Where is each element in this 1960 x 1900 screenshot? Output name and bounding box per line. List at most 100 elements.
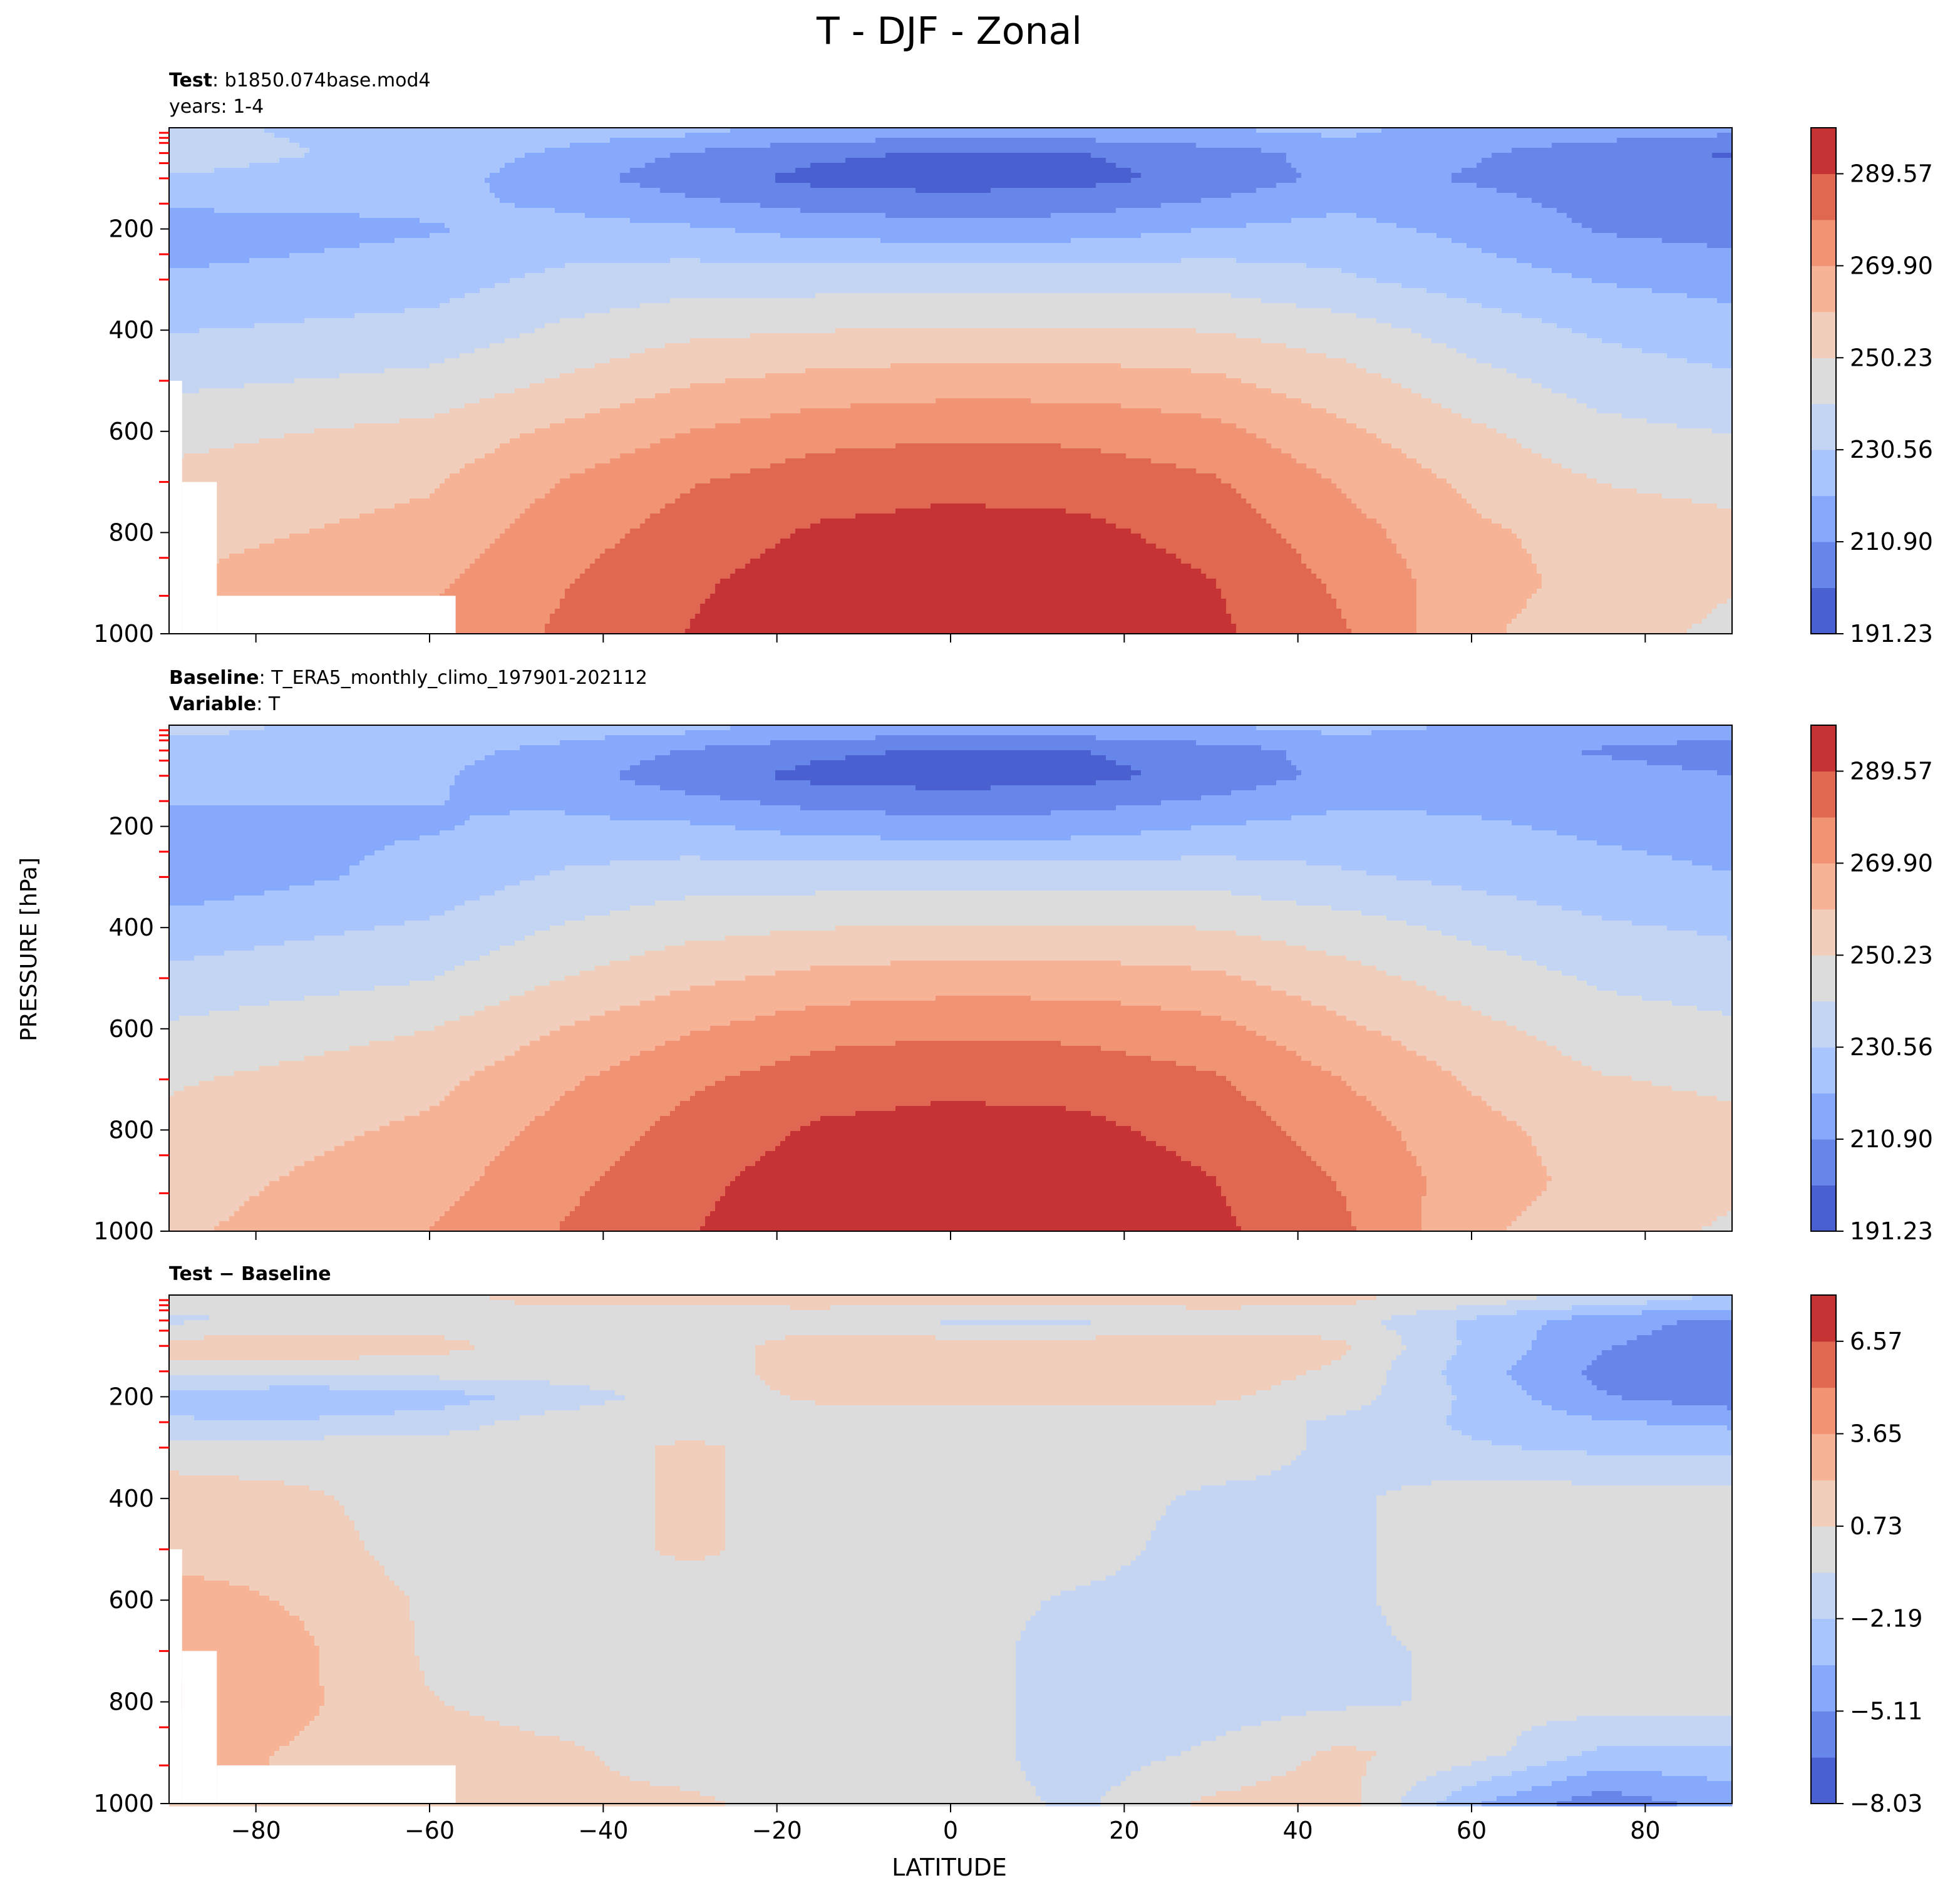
contour-band (650, 514, 856, 519)
contour-band (1336, 599, 1417, 604)
contour-band (1261, 338, 1432, 344)
contour-band (480, 288, 1427, 294)
contour-band (705, 599, 1227, 604)
contour-band (705, 745, 1262, 751)
contour-band (1472, 1761, 1547, 1767)
contour-band (1542, 383, 1733, 389)
contour-band (169, 1465, 656, 1471)
contour-band (1727, 936, 1733, 941)
contour-band (1231, 1206, 1347, 1212)
contour-band (1482, 1011, 1723, 1016)
contour-band (1416, 1781, 1477, 1787)
contour-band (890, 363, 1122, 369)
contour-band (1647, 418, 1733, 424)
contour-band (174, 1671, 320, 1676)
contour-band (1572, 1796, 1653, 1802)
contour-band (169, 1631, 310, 1636)
contour-band (645, 163, 811, 168)
colorbar-tick-label: 210.90 (1850, 1125, 1933, 1153)
contour-band (169, 1736, 295, 1742)
contour-band (595, 559, 751, 564)
contour-band (1276, 780, 1733, 786)
contour-band (1241, 378, 1392, 384)
contour-band (620, 178, 776, 183)
contour-band (515, 1136, 641, 1142)
contour-band (1652, 1796, 1733, 1802)
contour-band (525, 509, 661, 514)
panel-header-text: : T (256, 693, 281, 715)
contour-band (169, 1666, 320, 1671)
contour-band (1331, 1746, 1357, 1752)
contour-band (169, 745, 520, 751)
contour-band (1391, 1365, 1447, 1371)
contour-band (1126, 1776, 1272, 1782)
contour-band (1411, 1686, 1733, 1691)
contour-band (1221, 1186, 1337, 1192)
contour-band (455, 1201, 580, 1207)
contour-band (941, 1320, 1091, 1326)
contour-band (1311, 403, 1442, 409)
contour-band (204, 1335, 445, 1341)
contour-band (1286, 1771, 1367, 1777)
contour-band (169, 433, 285, 439)
colorbar-frame (1810, 1294, 1837, 1804)
contour-band (169, 901, 205, 906)
contour-band (169, 1076, 215, 1082)
contour-band (1216, 1071, 1332, 1076)
contour-band (620, 1156, 761, 1162)
contour-band (169, 178, 485, 183)
contour-band (560, 1736, 1016, 1742)
contour-band (319, 1706, 455, 1712)
contour-band (169, 860, 360, 866)
contour-band (169, 1330, 1397, 1336)
contour-band (885, 153, 1091, 158)
contour-band (445, 800, 761, 806)
contour-band (1431, 338, 1602, 344)
contour-band (1271, 524, 1382, 529)
contour-band (1442, 1370, 1507, 1376)
contour-band (1031, 398, 1302, 404)
contour-band (169, 1211, 235, 1217)
contour-band (169, 1375, 440, 1381)
contour-band (199, 1696, 325, 1701)
contour-band (1216, 1791, 1362, 1797)
contour-band (755, 1016, 1222, 1021)
contour-band (1306, 1370, 1387, 1376)
contour-band (760, 800, 1162, 806)
contour-band (1662, 1325, 1733, 1331)
colorbar-band (1811, 1480, 1836, 1527)
contour-band (1527, 1031, 1733, 1036)
contour-band (400, 418, 565, 424)
contour-band (1532, 263, 1733, 269)
contour-band (1572, 1305, 1733, 1311)
contour-band (169, 1191, 260, 1197)
contour-band (179, 1016, 460, 1021)
contour-band (1447, 1415, 1592, 1421)
contour-band (169, 1021, 445, 1026)
contour-band (1341, 488, 1457, 494)
colorbar-band (1811, 1185, 1836, 1232)
contour-band (770, 931, 1237, 936)
contour-band (1096, 1335, 1322, 1341)
contour-band (640, 760, 811, 766)
contour-band (379, 629, 545, 634)
contour-band (374, 986, 535, 991)
contour-band (725, 1505, 1167, 1511)
contour-band (805, 453, 1127, 459)
contour-band (169, 1475, 240, 1481)
contour-band (560, 373, 766, 379)
contour-band (229, 730, 686, 736)
contour-band (640, 183, 811, 188)
contour-band (339, 875, 535, 881)
contour-band (1467, 353, 1668, 359)
contour-band (485, 1166, 611, 1172)
contour-band (690, 223, 1247, 229)
contour-band (1421, 333, 1587, 339)
contour-band (169, 498, 410, 504)
contour-band (1106, 755, 1287, 761)
contour-band (585, 916, 1387, 921)
contour-band (314, 880, 520, 886)
contour-band (1226, 1731, 1522, 1737)
contour-band (169, 393, 495, 399)
contour-band (1482, 514, 1733, 519)
